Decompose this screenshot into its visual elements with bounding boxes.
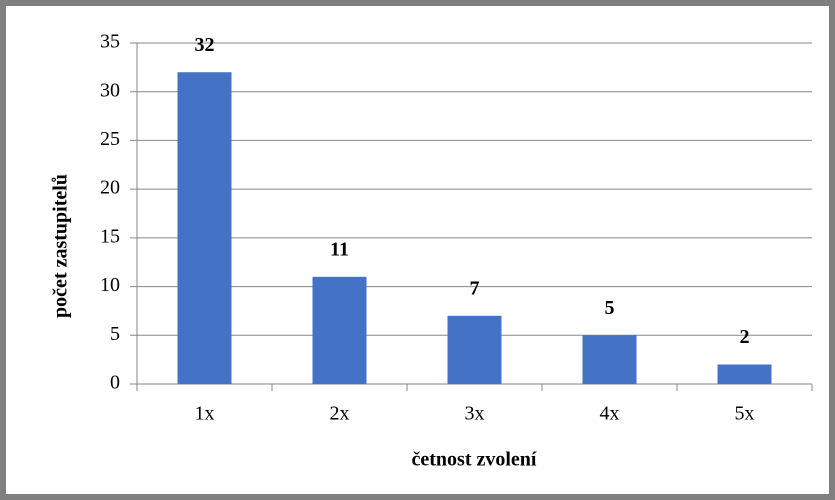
y-tick-label: 35 [100, 31, 120, 53]
bar [447, 315, 502, 384]
bar [582, 335, 637, 384]
y-axis-title: počet zastupitelů [50, 174, 72, 318]
bar [177, 72, 232, 384]
data-label: 7 [470, 277, 480, 299]
y-tick-label: 20 [100, 177, 120, 199]
y-tick-label: 5 [110, 323, 120, 345]
data-label: 11 [330, 238, 349, 260]
x-tick-label: 2x [330, 403, 350, 425]
x-tick-label: 3x [465, 403, 485, 425]
data-label: 2 [740, 326, 750, 348]
bar [717, 364, 772, 384]
x-tick-label: 5x [735, 403, 755, 425]
y-tick-label: 15 [100, 225, 120, 247]
x-tick-label: 1x [195, 403, 215, 425]
data-label: 32 [195, 34, 215, 56]
y-tick-label: 0 [110, 372, 120, 394]
y-tick-label: 10 [100, 274, 120, 296]
x-axis-title: četnost zvolení [412, 449, 537, 471]
x-tick-label: 4x [600, 403, 620, 425]
y-tick-label: 25 [100, 128, 120, 150]
y-tick-label: 30 [100, 79, 120, 101]
bar [312, 276, 367, 384]
data-label: 5 [605, 297, 615, 319]
